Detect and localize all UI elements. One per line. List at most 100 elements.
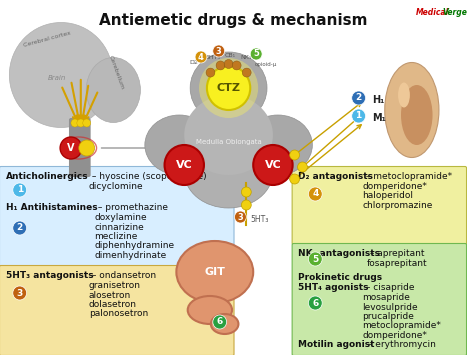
Text: – promethazine: – promethazine bbox=[95, 203, 168, 212]
Text: H₁ Antihistamines: H₁ Antihistamines bbox=[6, 203, 98, 212]
Text: meclizine: meclizine bbox=[95, 232, 138, 241]
Ellipse shape bbox=[385, 62, 439, 158]
Text: 3: 3 bbox=[17, 289, 23, 297]
Circle shape bbox=[13, 183, 27, 197]
Circle shape bbox=[309, 296, 322, 310]
Text: dolasetron: dolasetron bbox=[89, 300, 137, 309]
Circle shape bbox=[13, 286, 27, 300]
Text: 2: 2 bbox=[17, 224, 23, 233]
Text: 2: 2 bbox=[356, 93, 362, 103]
Text: – cisapride: – cisapride bbox=[363, 283, 414, 292]
Circle shape bbox=[235, 211, 246, 223]
Circle shape bbox=[206, 68, 215, 77]
Circle shape bbox=[241, 200, 251, 210]
Text: 5HT₃: 5HT₃ bbox=[205, 55, 220, 60]
Text: opioid-μ: opioid-μ bbox=[255, 62, 277, 67]
Circle shape bbox=[207, 66, 250, 110]
Circle shape bbox=[79, 140, 95, 156]
Text: 4: 4 bbox=[312, 190, 319, 198]
Circle shape bbox=[290, 174, 300, 184]
Text: 3: 3 bbox=[216, 47, 222, 55]
Text: haloperidol: haloperidol bbox=[363, 191, 414, 201]
Ellipse shape bbox=[211, 314, 238, 334]
Text: Anticholinergics: Anticholinergics bbox=[6, 172, 89, 181]
Text: D₂ antagonists: D₂ antagonists bbox=[298, 172, 373, 181]
Circle shape bbox=[309, 187, 322, 201]
Ellipse shape bbox=[184, 95, 273, 175]
Circle shape bbox=[298, 162, 308, 172]
Circle shape bbox=[199, 58, 258, 118]
Text: metoclopramide*: metoclopramide* bbox=[363, 322, 441, 331]
Circle shape bbox=[195, 51, 207, 63]
Text: – aprepitant: – aprepitant bbox=[366, 249, 424, 258]
Ellipse shape bbox=[243, 115, 312, 175]
Text: M₁: M₁ bbox=[373, 113, 386, 123]
Text: prucalpride: prucalpride bbox=[363, 312, 414, 321]
FancyBboxPatch shape bbox=[0, 166, 234, 267]
Text: dicyclomine: dicyclomine bbox=[89, 182, 143, 191]
Circle shape bbox=[83, 119, 91, 127]
Text: diphenhydramine: diphenhydramine bbox=[95, 241, 175, 251]
Text: Cerebral cortex: Cerebral cortex bbox=[23, 30, 72, 48]
Text: NK₁: NK₁ bbox=[241, 55, 252, 60]
FancyBboxPatch shape bbox=[69, 118, 91, 177]
Circle shape bbox=[164, 145, 204, 185]
Circle shape bbox=[216, 61, 225, 70]
Circle shape bbox=[352, 91, 365, 105]
FancyBboxPatch shape bbox=[292, 166, 466, 245]
Ellipse shape bbox=[401, 85, 433, 145]
Text: 5HT₃: 5HT₃ bbox=[250, 215, 269, 224]
Text: Medical: Medical bbox=[416, 8, 449, 17]
Text: doxylamine: doxylamine bbox=[95, 213, 147, 222]
Text: D2: D2 bbox=[190, 60, 199, 65]
Circle shape bbox=[253, 145, 292, 185]
Text: Verge: Verge bbox=[442, 8, 467, 17]
FancyBboxPatch shape bbox=[0, 266, 234, 355]
Text: Cerebellum: Cerebellum bbox=[108, 55, 125, 91]
Text: domperidone*: domperidone* bbox=[363, 182, 428, 191]
Ellipse shape bbox=[86, 58, 140, 122]
Circle shape bbox=[13, 221, 27, 235]
Circle shape bbox=[71, 119, 79, 127]
Circle shape bbox=[250, 48, 262, 60]
Text: 5HT₃ antagonists: 5HT₃ antagonists bbox=[6, 271, 93, 280]
Ellipse shape bbox=[145, 115, 214, 175]
Text: 6: 6 bbox=[312, 299, 319, 307]
Text: CB₁: CB₁ bbox=[225, 53, 236, 58]
Text: V: V bbox=[67, 143, 75, 153]
Text: 1: 1 bbox=[17, 186, 23, 195]
Text: 1: 1 bbox=[356, 111, 362, 120]
Circle shape bbox=[241, 187, 251, 197]
Circle shape bbox=[309, 252, 322, 266]
Text: chlorpromazine: chlorpromazine bbox=[363, 201, 433, 210]
Circle shape bbox=[232, 61, 241, 70]
Text: domperidone*: domperidone* bbox=[363, 331, 428, 340]
Circle shape bbox=[213, 315, 227, 329]
Text: VC: VC bbox=[264, 160, 281, 170]
Text: 3: 3 bbox=[237, 213, 243, 222]
Ellipse shape bbox=[188, 296, 232, 324]
Circle shape bbox=[290, 150, 300, 160]
Text: GIT: GIT bbox=[204, 267, 225, 277]
Circle shape bbox=[352, 109, 365, 123]
Text: 6: 6 bbox=[217, 317, 223, 327]
Text: – erythromycin: – erythromycin bbox=[365, 340, 436, 349]
Text: VC: VC bbox=[176, 160, 192, 170]
Text: levosulpride: levosulpride bbox=[363, 302, 418, 311]
Text: CTZ: CTZ bbox=[217, 83, 241, 93]
Text: Prokinetic drugs: Prokinetic drugs bbox=[298, 273, 382, 282]
FancyBboxPatch shape bbox=[292, 244, 466, 355]
Ellipse shape bbox=[184, 136, 273, 208]
Text: Medulla Oblongata: Medulla Oblongata bbox=[196, 139, 262, 145]
Text: Motilin agonist: Motilin agonist bbox=[298, 340, 374, 349]
Text: 5HT₄ agonists: 5HT₄ agonists bbox=[298, 283, 368, 292]
Text: NK₁ antagonists: NK₁ antagonists bbox=[298, 249, 380, 258]
Circle shape bbox=[242, 68, 251, 77]
Text: mosapride: mosapride bbox=[363, 293, 410, 302]
Text: 4: 4 bbox=[198, 53, 204, 61]
Text: Brain: Brain bbox=[48, 75, 66, 81]
Text: – ondansetron: – ondansetron bbox=[89, 271, 156, 280]
Ellipse shape bbox=[190, 52, 267, 124]
Text: 5: 5 bbox=[253, 49, 259, 59]
Circle shape bbox=[77, 119, 85, 127]
